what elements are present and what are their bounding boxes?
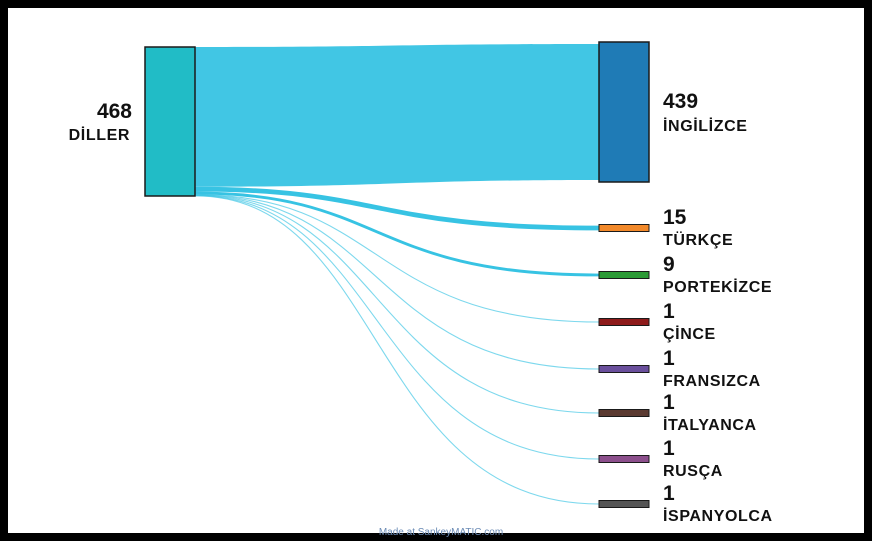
target-value: 1 <box>663 347 675 370</box>
flow-i-ngi-li-zce <box>195 44 599 187</box>
target-label: İSPANYOLCA <box>663 507 773 525</box>
node-diller <box>144 46 196 197</box>
node-porteki-zce <box>598 271 650 279</box>
target-label: RUSÇA <box>663 463 723 480</box>
target-value: 1 <box>663 300 675 323</box>
node-i-spanyolca <box>598 500 650 508</box>
target-value: 1 <box>663 391 675 414</box>
node--i-nce <box>598 318 650 326</box>
target-label: FRANSIZCA <box>663 373 761 390</box>
credit-text: Made at SankeyMATIC.com <box>379 527 503 538</box>
target-value: 9 <box>663 253 675 276</box>
source-label: DİLLER <box>69 126 130 144</box>
flow--i-nce <box>194 194 600 323</box>
target-label: İTALYANCA <box>663 416 757 434</box>
target-label: ÇİNCE <box>663 325 716 343</box>
target-label: İNGİLİZCE <box>663 117 748 135</box>
node-t-rk-e <box>598 224 650 232</box>
target-label: PORTEKİZCE <box>663 278 772 296</box>
target-value: 15 <box>663 206 687 229</box>
node-i-talyanca <box>598 409 650 417</box>
target-value: 1 <box>663 437 675 460</box>
flow-i-spanyolca <box>194 195 600 505</box>
flow-i-talyanca <box>194 194 600 414</box>
nodes <box>144 41 650 508</box>
source-value: 468 <box>97 100 132 123</box>
node-rus-a <box>598 455 650 463</box>
target-value: 439 <box>663 90 698 113</box>
node-i-ngi-li-zce <box>598 41 650 183</box>
flow-rus-a <box>194 194 600 460</box>
flow-fransizca <box>194 194 600 370</box>
node-fransizca <box>598 365 650 373</box>
flows <box>194 44 600 505</box>
target-label: TÜRKÇE <box>663 230 733 249</box>
flow-t-rk-e <box>194 186 600 231</box>
flow-porteki-zce <box>194 191 600 277</box>
target-value: 1 <box>663 482 675 505</box>
